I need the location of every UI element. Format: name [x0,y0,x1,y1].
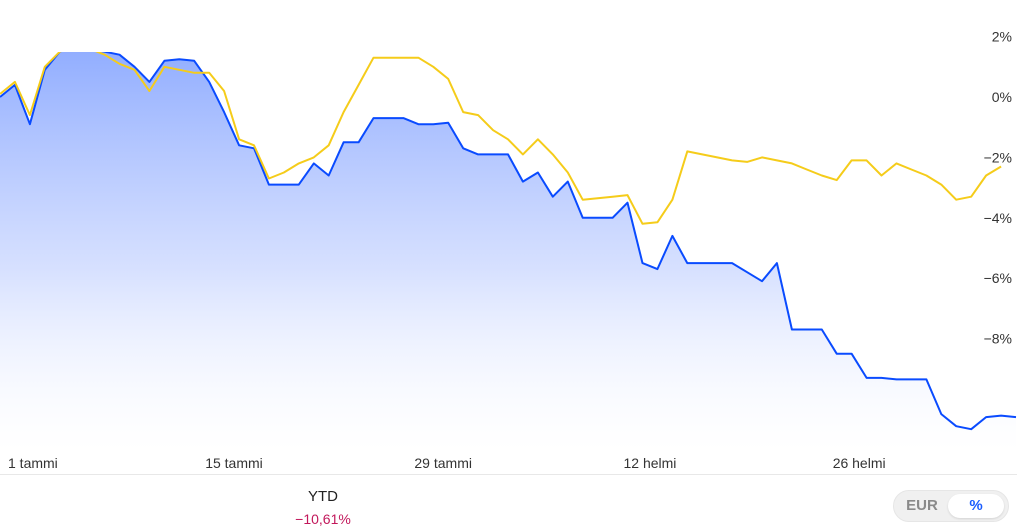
ytd-value: −10,61% [295,511,351,527]
y-tick-label: −6% [984,270,1012,286]
series-1-area [0,52,1016,452]
x-tick-label: 12 helmi [624,455,677,471]
y-tick-label: −8% [984,331,1012,347]
x-tick-label: 26 helmi [833,455,886,471]
x-tick-label: 29 tammi [414,455,472,471]
toggle-eur-option[interactable]: EUR [906,497,938,514]
y-tick-label: 0% [992,89,1012,105]
chart-divider [0,474,1017,475]
ytd-label: YTD [308,488,338,505]
toggle-percent-option[interactable]: % [948,494,1004,518]
x-tick-label: 1 tammi [8,455,58,471]
y-tick-label: 2% [992,29,1012,45]
y-tick-label: −2% [984,149,1012,165]
series-1-line [0,52,1017,431]
series-2-line [0,52,1002,225]
unit-toggle: EUR % [893,490,1009,522]
y-tick-label: −4% [984,210,1012,226]
performance-chart: 2% 0% −2% −4% −6% −8% 1 tammi 15 tammi 29 tammi… [0,29,1017,471]
x-tick-label: 15 tammi [205,455,263,471]
ytd-summary: YTD −10,61% [275,488,371,528]
